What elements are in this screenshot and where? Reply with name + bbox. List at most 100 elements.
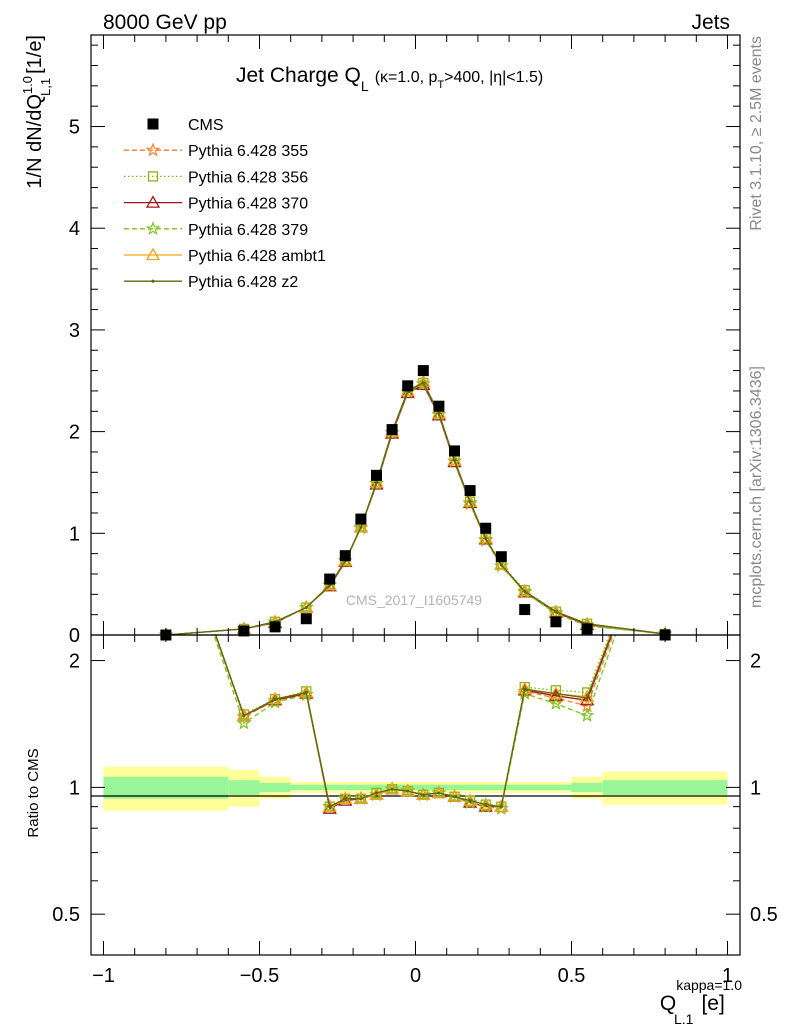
ratio-y-tick-label: 2 (69, 651, 80, 673)
x-label-unit: [e] (701, 992, 724, 1015)
cms-data-point (433, 400, 445, 412)
series-point (517, 584, 532, 599)
ratio-series-line (215, 635, 611, 808)
ratio-y-tick-label-right: 0.5 (750, 904, 778, 926)
series-point (523, 589, 527, 593)
series-point (462, 494, 478, 507)
legend-label: Pythia 6.428 370 (188, 196, 308, 213)
series-point (359, 525, 363, 529)
y-tick-label: 2 (69, 422, 80, 444)
cms-data-point (238, 625, 250, 637)
ratio-point (374, 791, 379, 795)
y-label-main: 1/N dN/dQ (24, 94, 46, 188)
ratio-point (579, 708, 595, 722)
ratio-y-tick-label: 1 (69, 777, 80, 799)
series-point (478, 531, 493, 544)
axis-ticks: −1 −0.5 0 0.5 1 0 1 2 3 4 5 0.5 0.5 1 1 2 2 (52, 35, 778, 987)
series-point (304, 605, 308, 610)
cms-data-point (480, 522, 492, 534)
title-cond-sub: T (437, 79, 444, 91)
cms-data-point (269, 621, 281, 633)
legend-label: Pythia 6.428 ambt1 (188, 248, 326, 265)
series-point (431, 405, 447, 419)
series-point (431, 406, 447, 421)
legend-marker (145, 195, 161, 208)
cms-data-point (324, 573, 336, 585)
ratio-point (548, 688, 564, 701)
legend-marker (145, 221, 161, 236)
series-point (416, 374, 431, 387)
ratio-point (447, 789, 462, 803)
series-point (462, 495, 478, 510)
series-point (452, 458, 457, 462)
ratio-point (579, 692, 595, 706)
series-point (548, 604, 564, 617)
cms-data-point (464, 485, 476, 497)
ratio-point (431, 785, 447, 800)
x-label-main: Q (660, 992, 676, 1015)
title-cond-prefix: (κ=1.0, p (375, 69, 438, 86)
ratio-point (400, 783, 416, 798)
y-label-unit: [1/e] (24, 35, 46, 74)
ratio-series-line (214, 635, 614, 810)
ratio-point (406, 789, 410, 793)
legend-label: Pythia 6.428 355 (188, 143, 308, 160)
series-point (493, 558, 509, 573)
legend-label: Pythia 6.428 z2 (188, 274, 298, 291)
cms-data-point (355, 513, 367, 525)
legend-marker (145, 142, 161, 157)
title-main: Jet Charge Q (236, 64, 361, 87)
ratio-point (236, 708, 252, 721)
rivet-label: Rivet 3.1.10, ≥ 2.5M events (748, 36, 765, 231)
x-tick-label: 0 (410, 965, 421, 987)
series-point (299, 600, 314, 613)
legend-marker (151, 279, 155, 283)
ratio-series-line (213, 635, 617, 810)
energy-label: 8000 GeV pp (103, 11, 227, 34)
band-inner (259, 782, 291, 793)
ratio-y-axis-label: Ratio to CMS (25, 748, 42, 837)
band-inner (228, 780, 260, 795)
ratio-y-tick-label: 0.5 (52, 904, 80, 926)
series-point (369, 475, 384, 490)
legend-label: Pythia 6.428 356 (188, 169, 308, 186)
ratio-point (242, 714, 246, 718)
ratio-point (384, 781, 400, 796)
ratio-point (304, 690, 308, 695)
ratio-series-line (214, 635, 612, 808)
x-tick-label: −0.5 (240, 965, 279, 987)
series-point (369, 475, 384, 488)
series-point (353, 519, 369, 533)
cms-data-point (495, 551, 507, 563)
x-label-sup: kappa=1.0 (676, 977, 742, 993)
series-point (374, 480, 379, 485)
series-point (298, 599, 314, 614)
series-point (421, 381, 425, 385)
title-cond-suffix: >400, |η|<1.5) (444, 69, 543, 86)
series-point (447, 453, 462, 468)
ratio-point (421, 793, 425, 797)
y-label-sub: L,1 (38, 78, 53, 96)
cms-data-point (581, 623, 593, 635)
y-tick-label: 1 (69, 523, 80, 545)
cms-data-point (402, 380, 414, 392)
legend-label: Pythia 6.428 379 (188, 222, 308, 239)
series-point (447, 452, 462, 466)
series-point (484, 536, 488, 540)
x-axis-label: Qkappa=1.0 L,1 [e] (660, 977, 742, 1024)
ratio-point (579, 689, 595, 703)
ratio-point (523, 687, 527, 691)
series-point (468, 500, 472, 504)
ratio-point (517, 681, 532, 695)
ratio-point (337, 790, 353, 805)
series-point (499, 563, 503, 567)
series-point (437, 411, 441, 415)
x-tick-label: 1 (722, 965, 733, 987)
ratio-point (548, 695, 564, 710)
band-inner (602, 780, 728, 795)
ratio-series-line (214, 635, 613, 810)
jets-label: Jets (691, 11, 730, 34)
band-inner (103, 776, 229, 799)
ratio-point (338, 791, 353, 804)
y-tick-label: 0 (69, 625, 80, 647)
